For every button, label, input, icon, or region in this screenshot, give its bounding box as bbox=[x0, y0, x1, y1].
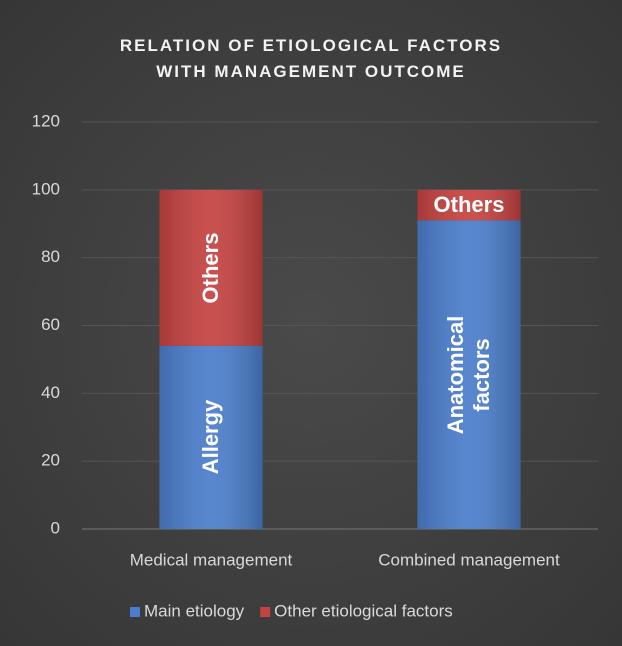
x-tick-label: Medical management bbox=[130, 550, 293, 569]
segment-label: Anatomical factors bbox=[443, 315, 494, 434]
legend-swatch bbox=[130, 607, 140, 617]
chart-title: RELATION OF ETIOLOGICAL FACTORS WITH MANA… bbox=[120, 36, 502, 81]
bar-shade bbox=[159, 189, 263, 346]
y-tick-label: 120 bbox=[32, 111, 60, 130]
segment-label: Others bbox=[433, 192, 505, 218]
y-tick-label: 60 bbox=[41, 315, 60, 334]
legend-swatch bbox=[260, 607, 271, 617]
y-tick-label: 40 bbox=[41, 383, 60, 402]
y-tick-label: 100 bbox=[32, 179, 60, 198]
x-tick-label: Combined management bbox=[378, 550, 560, 569]
legend-label: Other etiological factors bbox=[274, 601, 453, 620]
y-tick-label: 20 bbox=[41, 451, 60, 470]
y-tick-label: 0 bbox=[51, 518, 60, 537]
bar-shade bbox=[159, 345, 263, 529]
segment-label: Others bbox=[198, 232, 223, 304]
segment-label: Allergy bbox=[198, 400, 223, 475]
legend-label: Main etiology bbox=[144, 601, 245, 620]
bar-shade bbox=[417, 189, 521, 221]
bar-shade bbox=[417, 220, 521, 529]
y-tick-label: 80 bbox=[41, 247, 60, 266]
